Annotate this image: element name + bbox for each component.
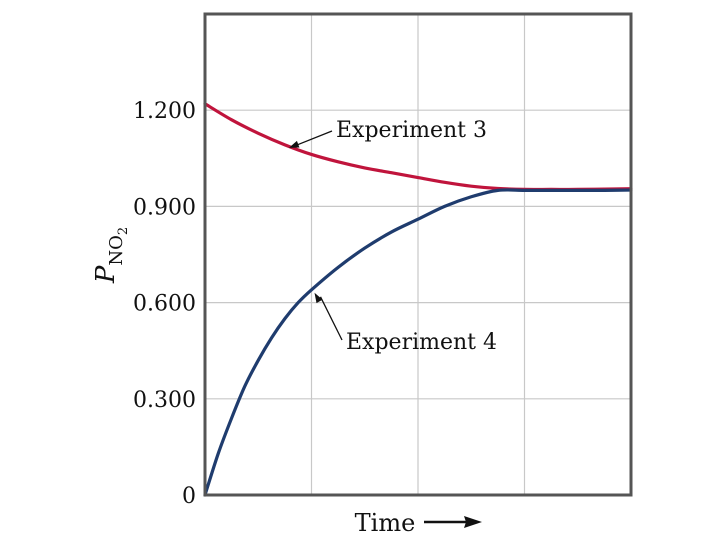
y-tick-label: 0 [182, 484, 196, 509]
annotation-leader [294, 130, 333, 147]
series-lines [203, 102, 633, 497]
plot-frame [203, 12, 633, 497]
y-axis-label-subscript: NO [106, 235, 127, 266]
annotation-arrowhead [314, 292, 323, 304]
y-axis-label: PNO2 [91, 227, 131, 284]
x-axis-label: Time [355, 509, 416, 537]
y-tick-labels: 0 0.300 0.600 0.900 1.200 [133, 99, 196, 509]
x-axis-arrow-icon [424, 516, 482, 528]
annotation-label: Experiment 4 [346, 330, 497, 355]
annotations: Experiment 3 Experiment 4 [288, 118, 497, 355]
annotation-arrowhead [288, 140, 300, 148]
y-tick-label: 0.300 [133, 388, 196, 413]
y-axis-label-sub-subscript: 2 [116, 227, 131, 235]
series-line-2 [203, 188, 633, 497]
annotation-label: Experiment 3 [336, 118, 487, 143]
grid [205, 13, 631, 495]
annotation-leader [319, 296, 343, 341]
y-tick-label: 1.200 [133, 99, 196, 124]
y-tick-label: 0.900 [133, 195, 196, 220]
y-axis-label-main: P [91, 265, 121, 284]
y-tick-label: 0.600 [133, 292, 196, 317]
